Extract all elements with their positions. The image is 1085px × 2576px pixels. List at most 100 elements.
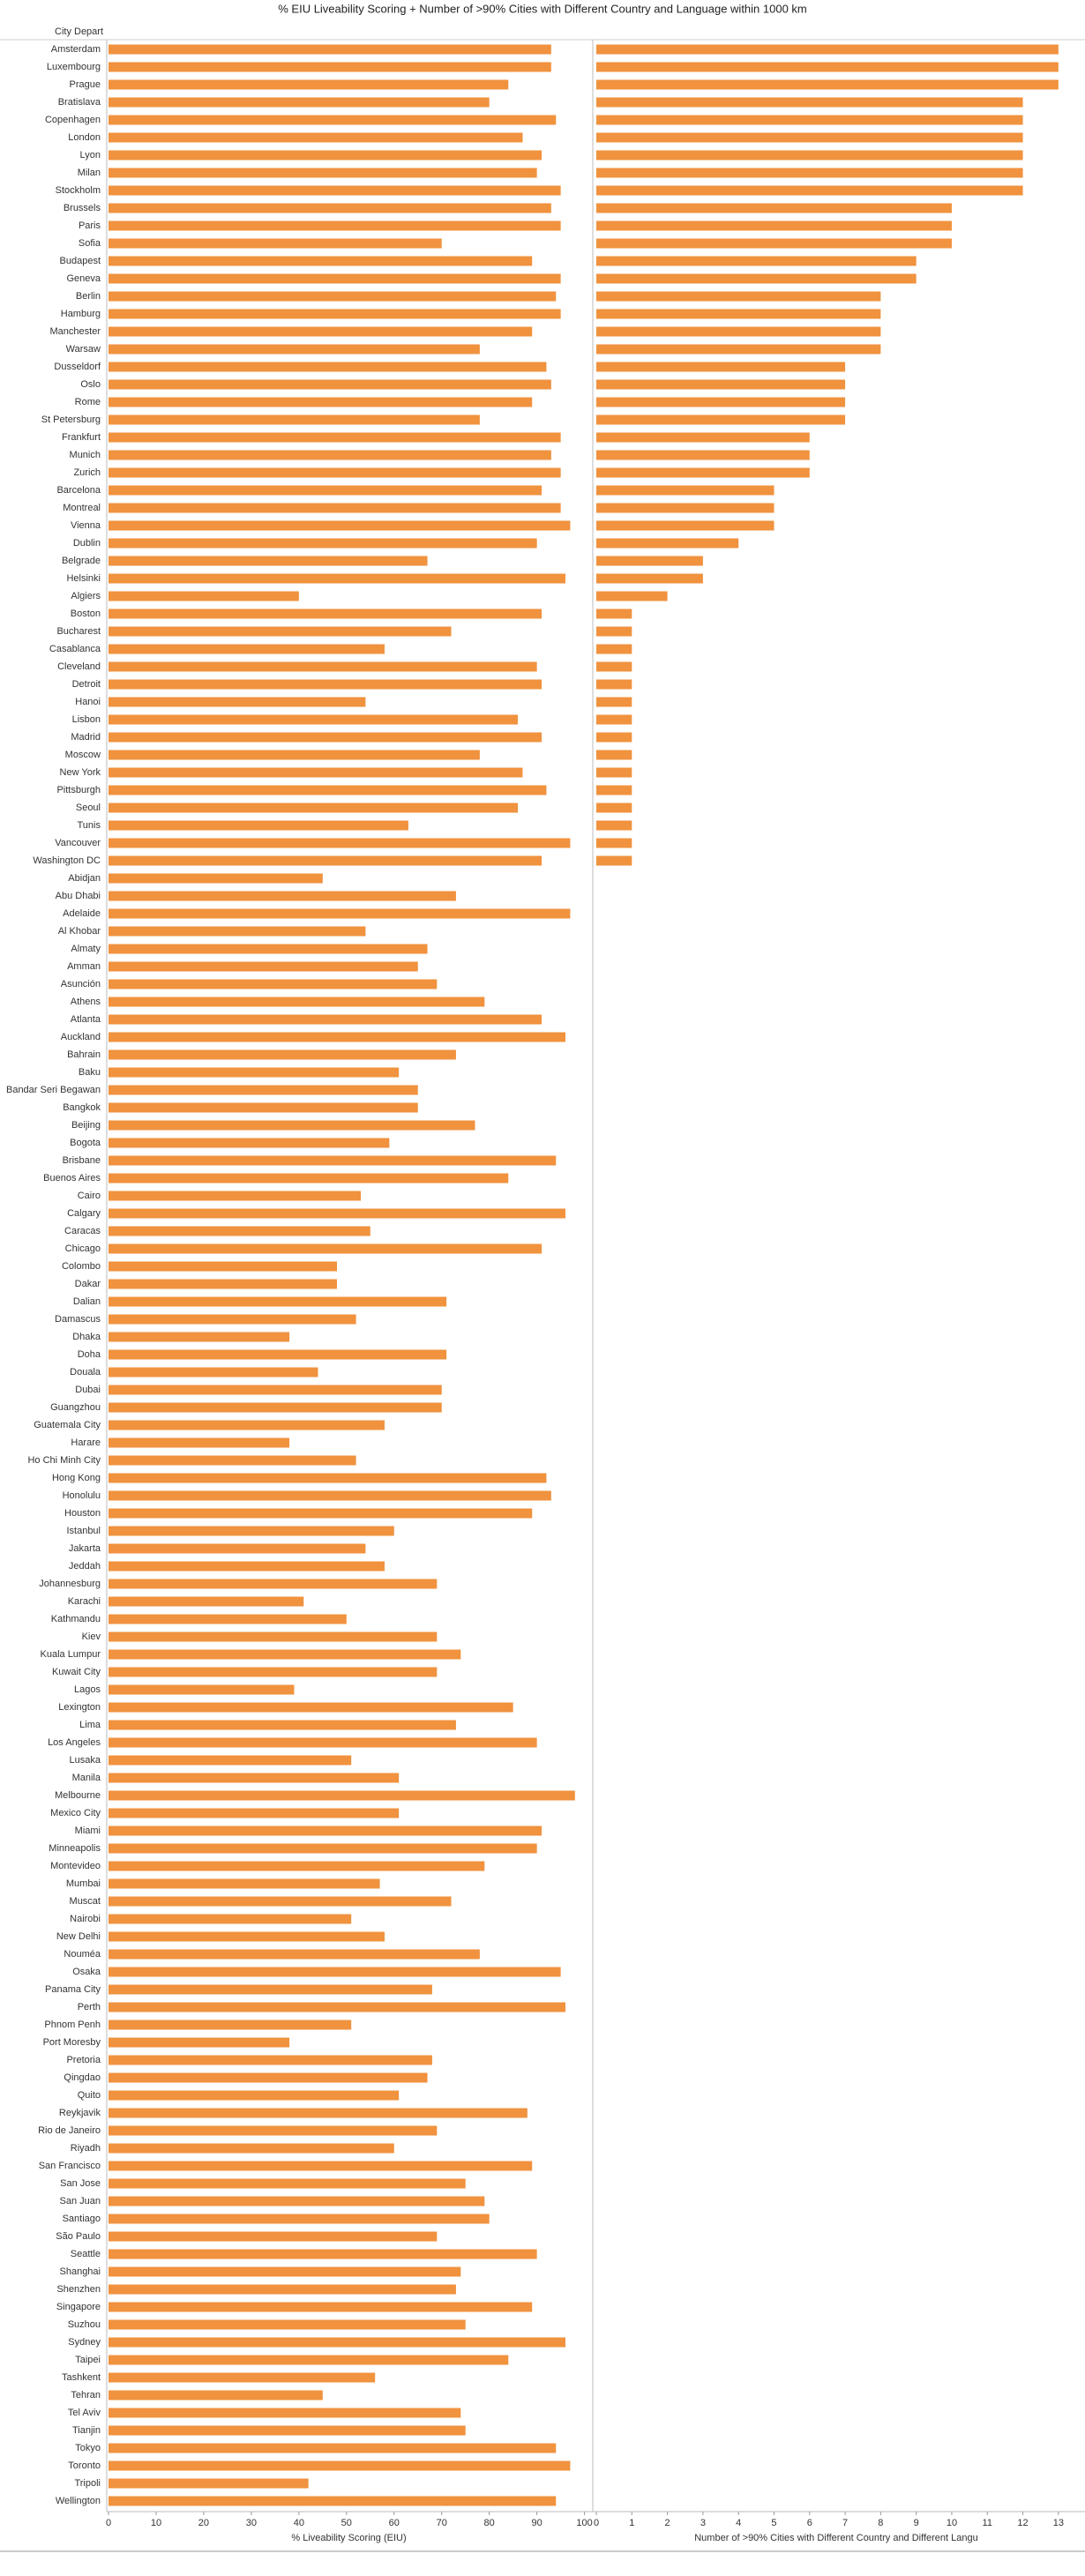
bar bbox=[108, 450, 551, 460]
bar bbox=[108, 503, 561, 513]
row-label: Johannesburg bbox=[39, 1579, 101, 1589]
bar bbox=[108, 2214, 490, 2224]
row-label: Detroit bbox=[72, 679, 101, 690]
bar bbox=[108, 1226, 370, 1236]
bar bbox=[108, 467, 561, 478]
row-label: Tashkent bbox=[62, 2372, 101, 2383]
x-tick-label: 11 bbox=[983, 2518, 992, 2528]
x-tick-label: 70 bbox=[437, 2518, 447, 2528]
row-label: Casablanca bbox=[49, 644, 101, 654]
bar bbox=[108, 2125, 438, 2136]
bar bbox=[596, 661, 632, 672]
bar bbox=[596, 626, 632, 637]
bar bbox=[108, 838, 571, 848]
row-label: Wellington bbox=[56, 2496, 101, 2506]
bar bbox=[108, 2090, 400, 2101]
bar bbox=[108, 556, 428, 566]
row-label: Brussels bbox=[64, 203, 101, 213]
bar bbox=[596, 344, 881, 355]
bar bbox=[108, 1102, 418, 1113]
row-label: Santiago bbox=[63, 2214, 101, 2224]
bar bbox=[108, 2355, 509, 2365]
row-label: Chicago bbox=[65, 1243, 101, 1254]
bar bbox=[108, 1984, 432, 1995]
row-label: Berlin bbox=[76, 291, 101, 302]
row-label: Jeddah bbox=[69, 1561, 101, 1572]
bar bbox=[108, 1191, 361, 1201]
bar bbox=[108, 891, 456, 901]
bar bbox=[108, 1296, 447, 1307]
x-tick-label: 3 bbox=[700, 2518, 706, 2528]
row-label: London bbox=[68, 132, 101, 143]
bar bbox=[108, 1243, 542, 1254]
row-label: Calgary bbox=[67, 1208, 101, 1219]
row-label: Douala bbox=[70, 1367, 101, 1378]
x-tick-label: 10 bbox=[151, 2518, 161, 2528]
x-tick-label: 90 bbox=[532, 2518, 542, 2528]
row-label: San Juan bbox=[60, 2196, 101, 2206]
row-label: Zurich bbox=[73, 467, 101, 478]
row-label: Hong Kong bbox=[52, 1473, 101, 1483]
bar bbox=[108, 661, 537, 672]
bar bbox=[108, 1120, 475, 1131]
bar bbox=[596, 750, 632, 760]
row-label: Tel Aviv bbox=[68, 2408, 101, 2418]
bar bbox=[596, 220, 952, 231]
row-label: Dhaka bbox=[72, 1332, 101, 1342]
row-label: Beijing bbox=[71, 1120, 101, 1131]
bar bbox=[108, 273, 561, 284]
bar bbox=[108, 256, 533, 266]
bar bbox=[108, 926, 366, 937]
row-label: Cairo bbox=[78, 1191, 101, 1201]
row-label: Oslo bbox=[80, 379, 101, 390]
row-header: City Depart bbox=[55, 26, 103, 37]
x-tick-label: 13 bbox=[1053, 2518, 1064, 2528]
bar bbox=[108, 944, 428, 954]
x-axis-title: % Liveability Scoring (EIU) bbox=[291, 2533, 406, 2543]
row-label: San Francisco bbox=[39, 2161, 101, 2171]
row-label: St Petersburg bbox=[41, 414, 101, 425]
row-label: Quito bbox=[78, 2090, 101, 2101]
row-label: Dalian bbox=[73, 1296, 101, 1307]
row-label: Taipei bbox=[75, 2355, 101, 2365]
row-label: Miami bbox=[75, 1826, 101, 1836]
row-label: Toronto bbox=[68, 2460, 101, 2471]
bar bbox=[108, 2443, 557, 2453]
row-label: Vienna bbox=[71, 520, 101, 531]
row-label: Dublin bbox=[73, 538, 101, 549]
bar bbox=[108, 1843, 537, 1854]
row-label: San Jose bbox=[60, 2178, 101, 2189]
bar bbox=[596, 79, 1059, 90]
bar bbox=[108, 1138, 390, 1148]
row-label: Minneapolis bbox=[49, 1843, 101, 1854]
row-label: Mexico City bbox=[50, 1808, 101, 1818]
bar bbox=[596, 414, 846, 425]
bar bbox=[596, 203, 952, 213]
row-label: Sydney bbox=[68, 2337, 101, 2348]
bar bbox=[596, 679, 632, 690]
row-label: Karachi bbox=[68, 1596, 101, 1607]
row-label: Almaty bbox=[71, 944, 101, 954]
bar bbox=[108, 2302, 533, 2312]
bar bbox=[596, 609, 632, 619]
bar bbox=[108, 785, 547, 795]
bar bbox=[108, 2478, 309, 2489]
row-label: Cleveland bbox=[57, 661, 101, 672]
row-label: Guatemala City bbox=[34, 1420, 101, 1430]
x-tick-label: 6 bbox=[807, 2518, 812, 2528]
bar bbox=[108, 538, 537, 549]
row-label: Kathmandu bbox=[51, 1614, 101, 1624]
x-tick-label: 5 bbox=[771, 2518, 776, 2528]
bar bbox=[108, 961, 418, 972]
bar bbox=[108, 997, 485, 1007]
bar bbox=[596, 838, 632, 848]
row-label: Guangzhou bbox=[50, 1402, 101, 1413]
row-label: Dusseldorf bbox=[54, 362, 101, 372]
bar bbox=[596, 485, 774, 496]
row-label: Amman bbox=[67, 961, 101, 972]
bar bbox=[108, 626, 452, 637]
row-label: Sofia bbox=[79, 238, 101, 249]
bar bbox=[108, 1667, 438, 1677]
bar bbox=[108, 2390, 323, 2401]
bar bbox=[596, 697, 632, 707]
